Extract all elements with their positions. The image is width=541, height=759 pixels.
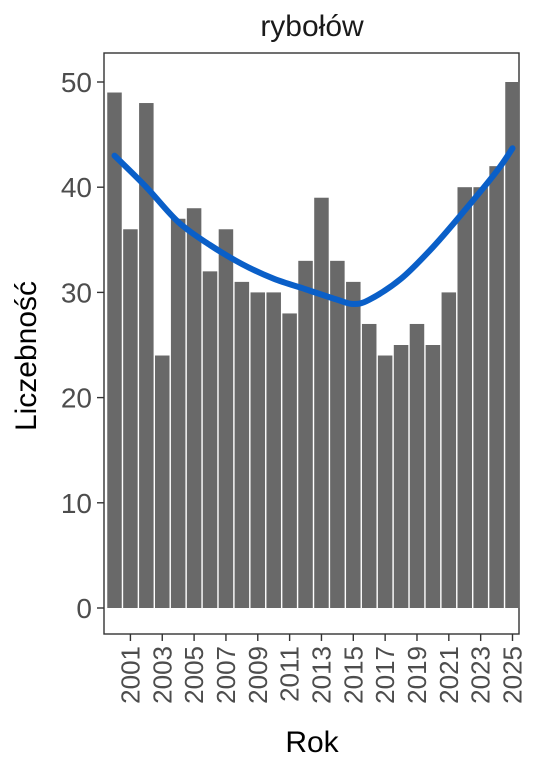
- bar-2005: [186, 208, 202, 609]
- y-tick-label-20: 20: [61, 383, 92, 414]
- bar-2012: [298, 260, 313, 608]
- x-tick-label-2017: 2017: [370, 646, 400, 704]
- y-tick-label-10: 10: [61, 488, 92, 519]
- bar-2016: [361, 323, 377, 608]
- x-tick-label-2009: 2009: [243, 646, 273, 704]
- y-axis-label: Liczebność: [10, 281, 43, 431]
- bar-2008: [234, 281, 250, 608]
- x-tick-label-2007: 2007: [211, 646, 241, 704]
- bar-2006: [202, 271, 218, 608]
- y-tick-label-50: 50: [61, 67, 92, 98]
- x-tick-label-2015: 2015: [338, 646, 368, 704]
- bar-2015: [346, 281, 361, 608]
- x-tick-label-2001: 2001: [115, 646, 145, 704]
- bar-2010: [266, 292, 281, 608]
- bar-2022: [457, 187, 472, 608]
- bar-2002: [139, 103, 154, 608]
- y-tick-label-40: 40: [61, 172, 92, 203]
- y-tick-label-30: 30: [61, 277, 92, 308]
- bar-2007: [218, 229, 234, 608]
- x-tick-label-2021: 2021: [434, 646, 464, 704]
- x-tick-label-2019: 2019: [402, 646, 432, 704]
- x-tick-label-2003: 2003: [147, 646, 177, 704]
- trend-line: [111, 145, 516, 307]
- x-tick-label-2005: 2005: [179, 646, 209, 704]
- y-tick-label-0: 0: [76, 593, 92, 624]
- bar-2004: [170, 218, 186, 608]
- bar-2025: [505, 82, 520, 608]
- bar-2024: [489, 166, 504, 608]
- bar-2001: [123, 229, 138, 608]
- bar-2017: [377, 355, 393, 608]
- x-tick-label-2011: 2011: [275, 646, 305, 702]
- bar-2011: [282, 313, 297, 608]
- bar-2000: [107, 92, 122, 608]
- bar-2020: [425, 345, 441, 608]
- bar-2021: [441, 292, 457, 608]
- x-axis-label: Rok: [285, 726, 339, 759]
- bar-2013: [314, 197, 329, 608]
- bar-2009: [250, 292, 266, 608]
- bar-2014: [330, 260, 345, 608]
- bar-2019: [409, 323, 425, 608]
- bar-2018: [393, 345, 409, 608]
- bar-2003: [155, 355, 170, 608]
- x-tick-label-2023: 2023: [466, 646, 496, 704]
- x-tick-label-2025: 2025: [498, 646, 528, 704]
- x-tick-label-2013: 2013: [306, 646, 336, 704]
- bar-2023: [473, 187, 488, 608]
- chart-title: rybołów: [260, 10, 364, 43]
